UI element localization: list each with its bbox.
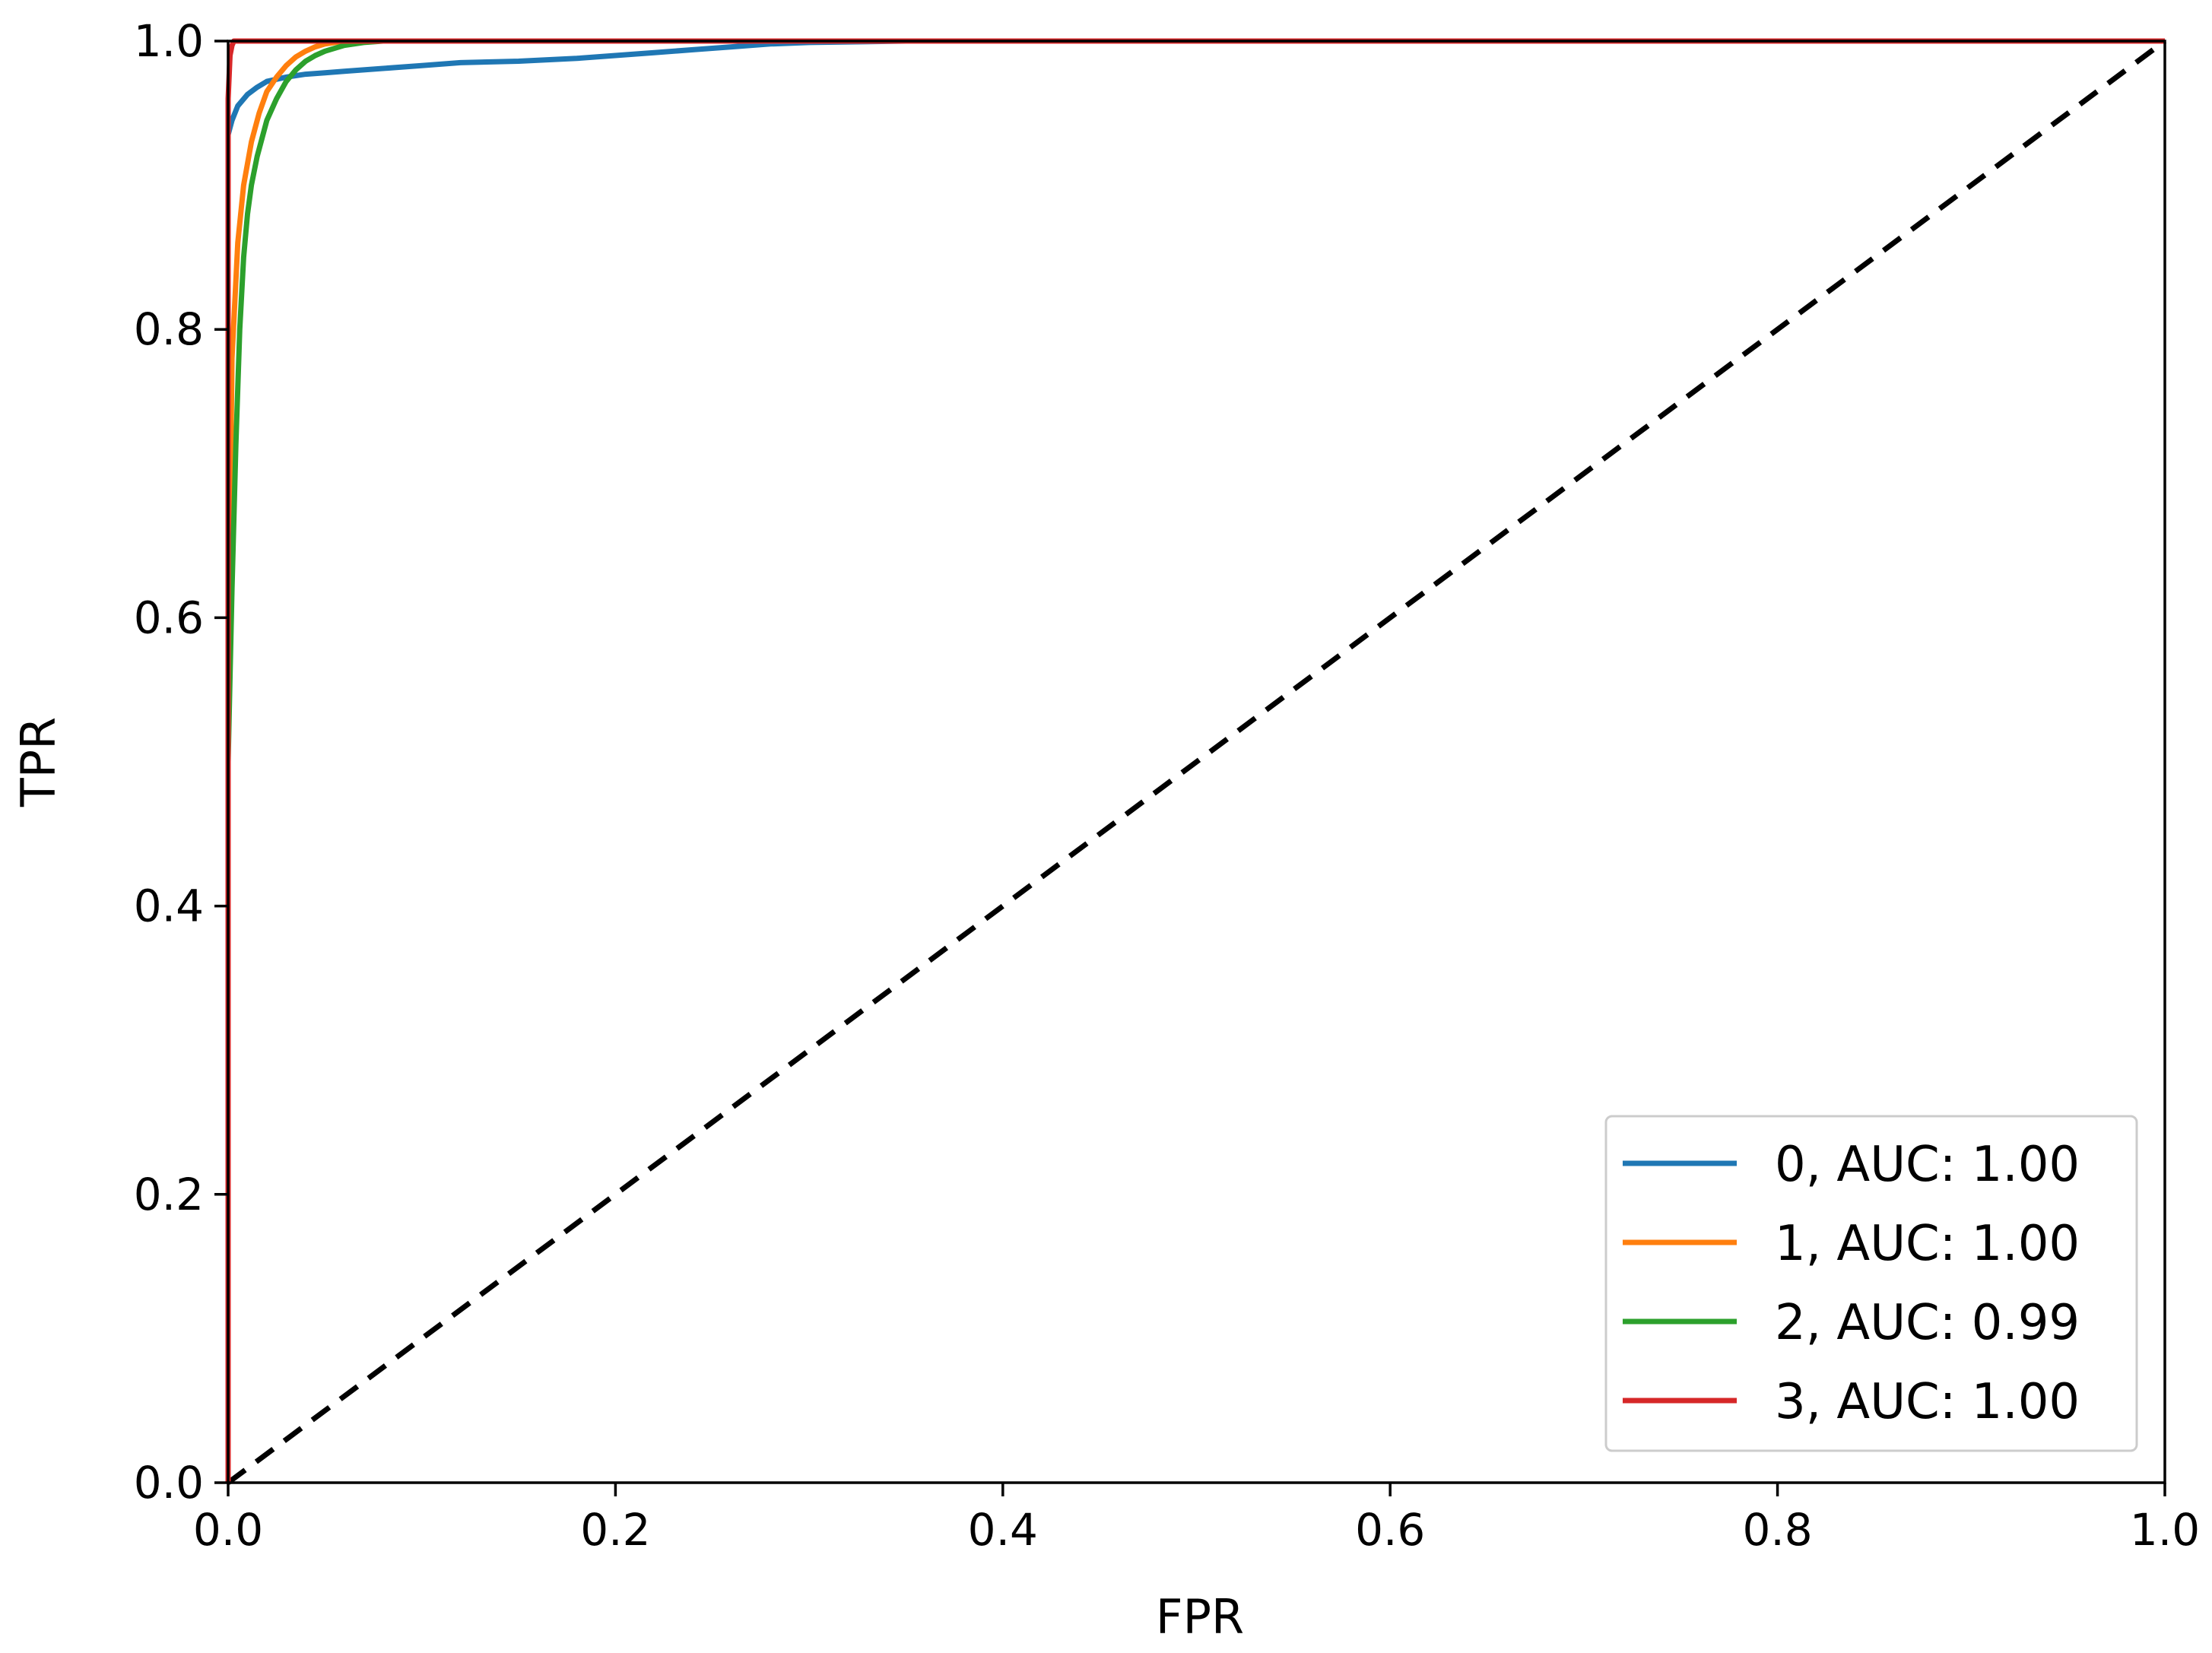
x-tick-label-5: 1.0 (2130, 1504, 2200, 1556)
legend-label-0: 0, AUC: 1.00 (1775, 1137, 2080, 1193)
chance-diagonal-line (226, 39, 2167, 1485)
y-tick-label-3: 0.6 (134, 592, 204, 643)
x-tick-label-4: 0.8 (1742, 1504, 1812, 1556)
series-line-0 (225, 38, 2165, 1483)
x-tick-label-2: 0.4 (968, 1504, 1038, 1556)
legend-label-3: 3, AUC: 1.00 (1775, 1374, 2080, 1430)
y-axis-label: TPR (11, 717, 66, 807)
y-tick-label-1: 0.2 (134, 1169, 204, 1220)
legend-label-1: 1, AUC: 1.00 (1775, 1216, 2080, 1272)
y-tick-label-0: 0.0 (134, 1457, 204, 1509)
axes-layer: 0.0 0.2 0.4 0.6 0.8 1.0 0.0 0.2 0.4 0.6 0.8 1.0 (134, 15, 2200, 1556)
x-tick-label-1: 0.2 (580, 1504, 650, 1556)
y-tick-label-2: 0.4 (134, 880, 204, 932)
y-tick-label-4: 0.8 (134, 303, 204, 355)
legend: 0, AUC: 1.00 1, AUC: 1.00 2, AUC: 0.99 3, A… (1604, 1115, 2138, 1452)
x-axis-label: FPR (1156, 1589, 1244, 1645)
legend-label-2: 2, AUC: 0.99 (1775, 1295, 2080, 1351)
x-tick-label-3: 0.6 (1355, 1504, 1425, 1556)
x-tick-label-0: 0.0 (193, 1504, 263, 1556)
y-tick-label-5: 1.0 (134, 15, 204, 67)
plot-frame (227, 40, 2166, 1484)
legend-box (1604, 1115, 2138, 1452)
